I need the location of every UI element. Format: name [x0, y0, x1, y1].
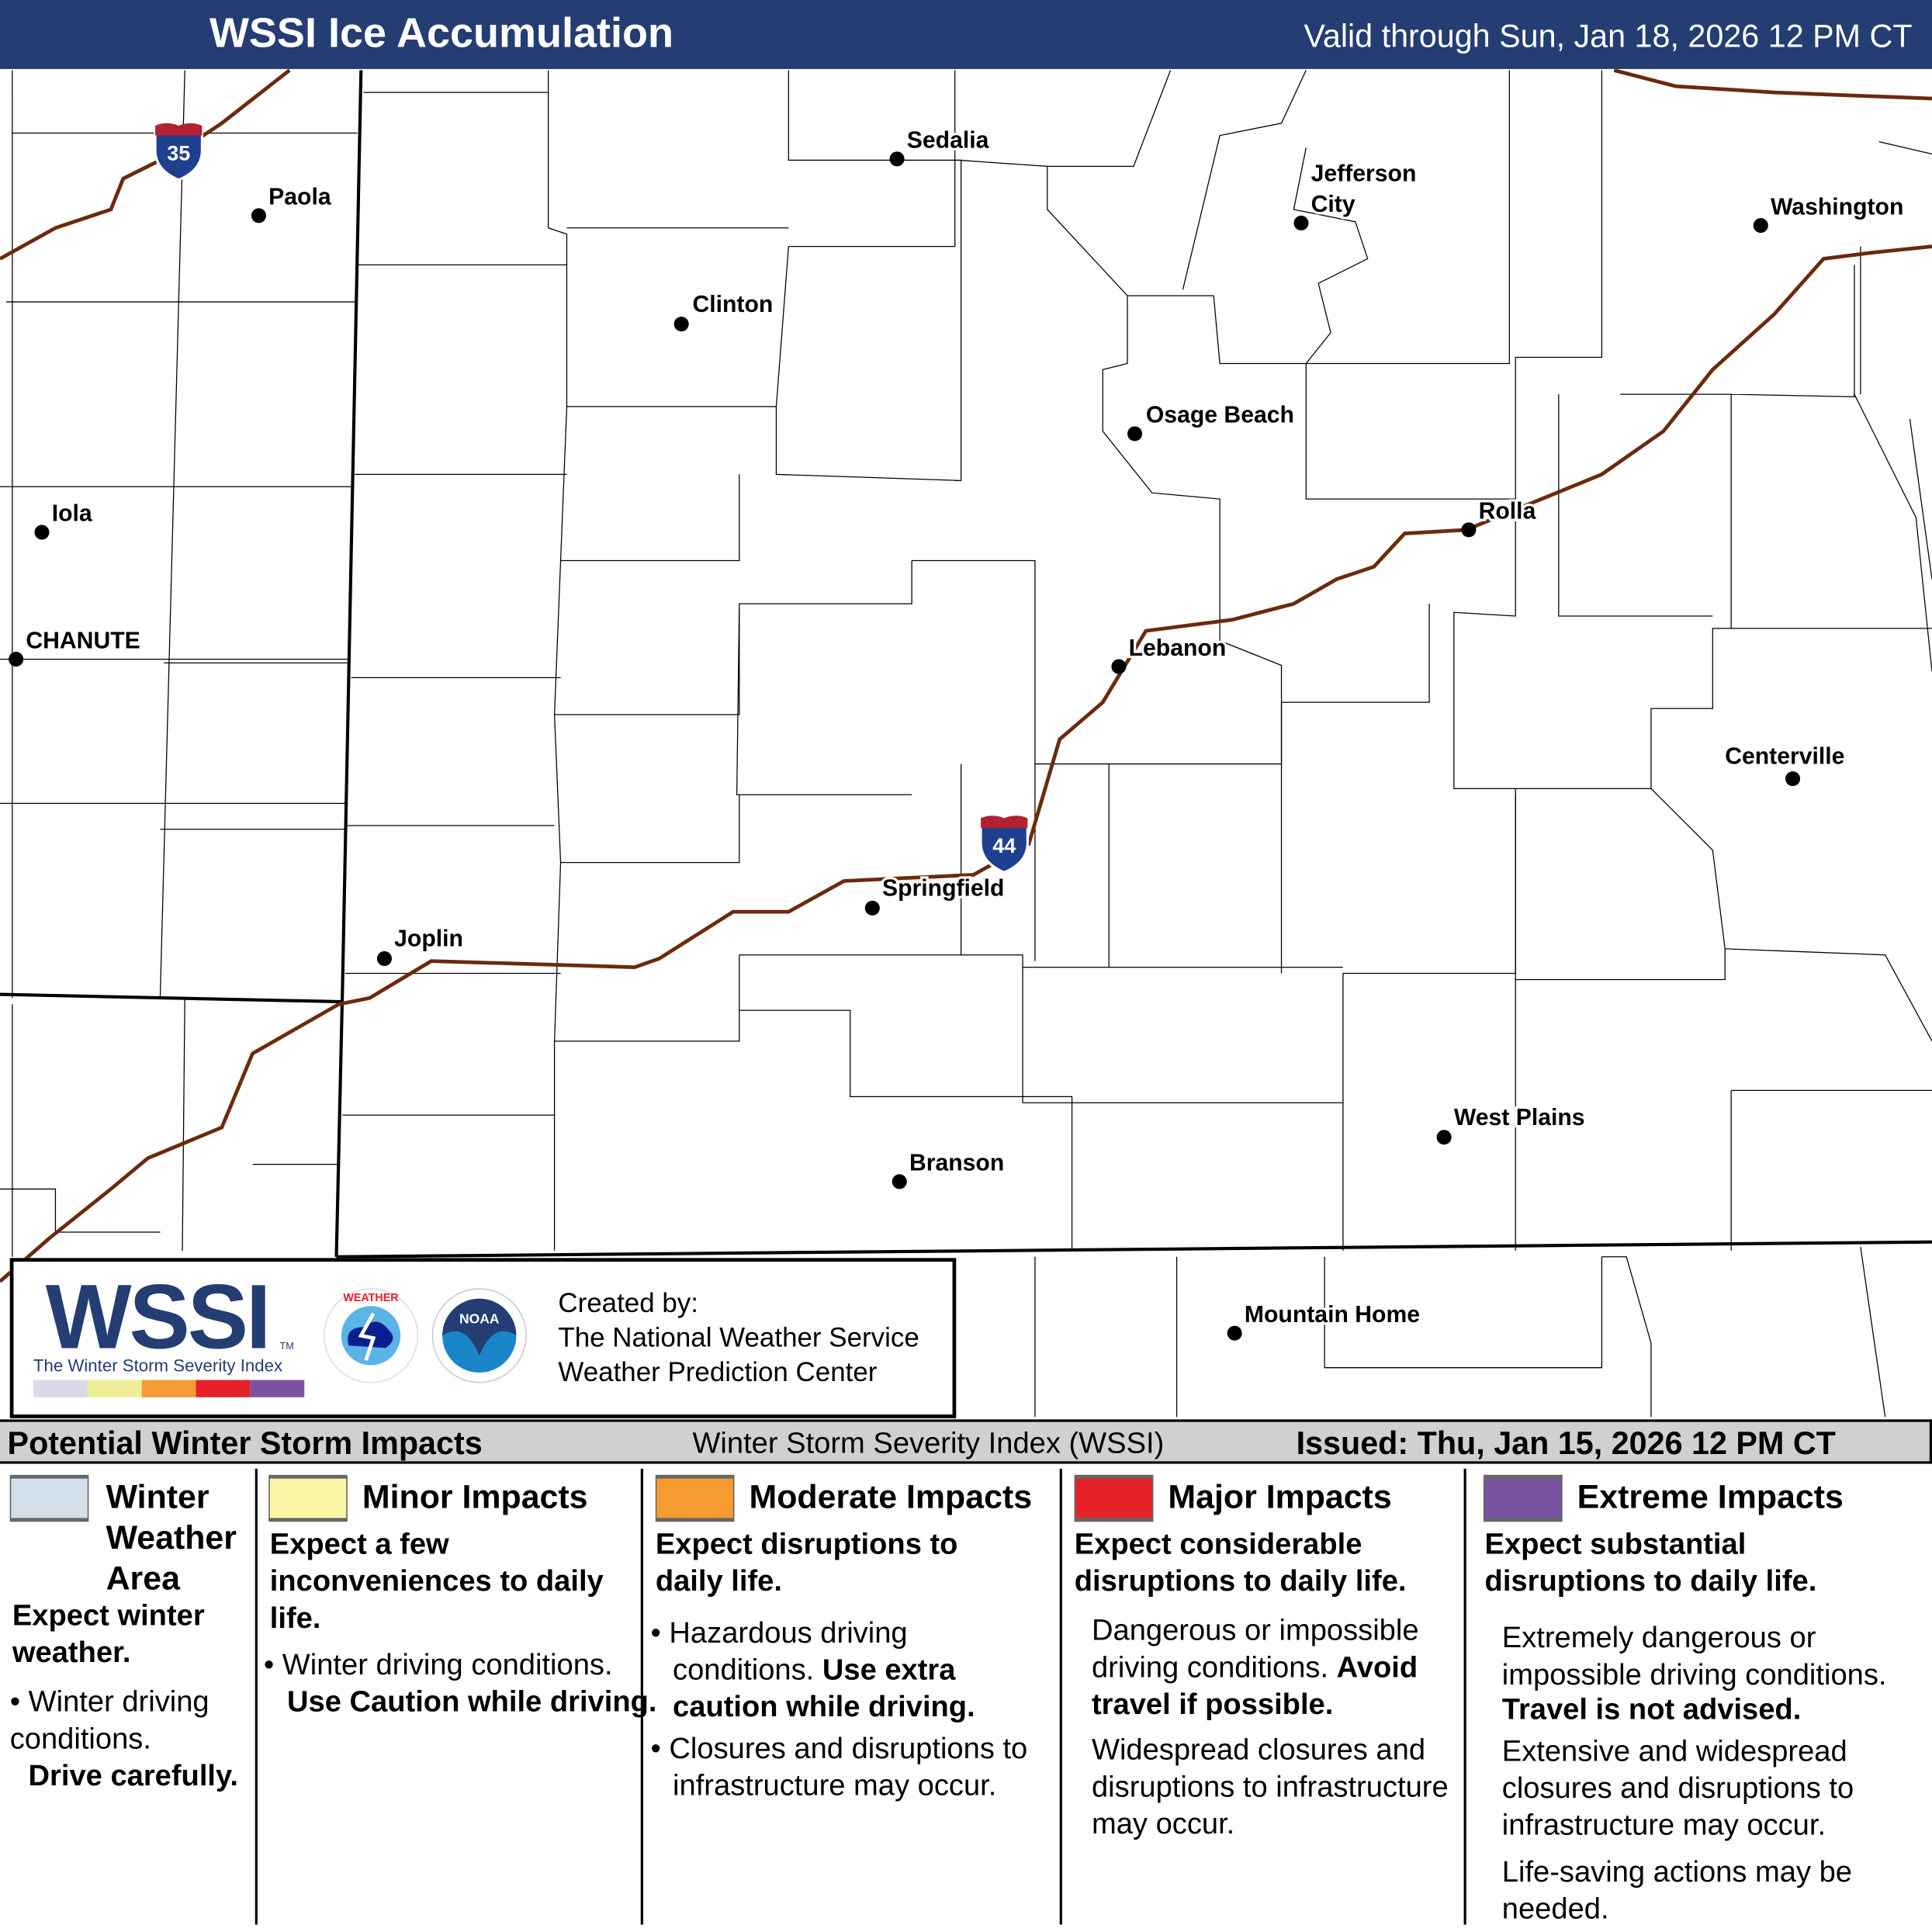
svg-text:WEATHER: WEATHER [343, 1292, 399, 1304]
city-label: Lebanon [1129, 635, 1227, 661]
city-label: Joplin [394, 926, 463, 952]
city-label: Springfield [882, 875, 1004, 901]
city-label: Rolla [1479, 499, 1536, 525]
interstate-route [1613, 68, 1932, 101]
svg-text:NOAA: NOAA [459, 1311, 500, 1327]
city-label: Clinton [692, 292, 773, 317]
city-label: Branson [909, 1151, 1004, 1176]
legend-major-impacts: Major Impacts Expect considerable disrup… [1065, 1463, 1461, 1925]
i44-route [0, 244, 1932, 1283]
city-label: Mountain Home [1245, 1302, 1420, 1328]
svg-text:44: 44 [992, 834, 1016, 857]
map: 35 44 Sedalia Paola Jefferson City Washin… [0, 68, 1932, 1418]
city-label: Osage Beach [1146, 403, 1294, 428]
city-label: Sedalia [907, 128, 989, 154]
interstate-35-shield: 35 [154, 123, 204, 182]
city-label: CHANUTE [26, 628, 140, 653]
i35-route [0, 68, 291, 261]
ks-ok-border [0, 992, 343, 1004]
city-label: West Plains [1454, 1105, 1585, 1130]
legend-moderate-impacts: Moderate Impacts Expect disruptions to d… [646, 1463, 1058, 1925]
valid-time: Valid through Sun, Jan 18, 2026 12 PM CT [1304, 17, 1913, 54]
wssi-subtitle: The Winter Storm Severity Index [33, 1355, 283, 1376]
header: WSSI Ice Accumulation Valid through Sun,… [0, 0, 1932, 69]
wssi-logo: WSSI [45, 1265, 272, 1368]
city-label: Centerville [1725, 744, 1844, 770]
legend-winter-weather-area: Winter Weather Area Expect winter weathe… [0, 1463, 254, 1925]
state-borders [0, 70, 1932, 1259]
city-label: Iola [52, 501, 92, 527]
impacts-header-band: Potential Winter Storm Impacts Winter St… [0, 1419, 1932, 1464]
legend-minor-impacts: Minor Impacts Expect a few inconvenience… [258, 1463, 656, 1925]
city-markers: Sedalia Paola Jefferson City Washington C… [9, 125, 1906, 1341]
svg-text:35: 35 [167, 141, 190, 164]
impacts-legend: Winter Weather Area Expect winter weathe… [0, 1463, 1932, 1932]
severity-scale-bar [33, 1380, 305, 1397]
interstate-routes [0, 68, 1932, 1283]
city-label: Jefferson [1311, 161, 1417, 186]
map-title: WSSI Ice Accumulation [209, 9, 673, 57]
credits-text: Created by: The National Weather Service W… [558, 1287, 919, 1388]
ks-mo-border [334, 70, 363, 1257]
city-label: City [1311, 192, 1356, 217]
city-label: Washington [1771, 194, 1903, 220]
interstate-44-shield: 44 [979, 815, 1029, 874]
legend-extreme-impacts: Extreme Impacts Expect substantial disru… [1473, 1463, 1930, 1926]
city-label: Paola [268, 185, 331, 210]
county-lines [0, 70, 1932, 1418]
nws-noaa-logos: WEATHER NOAA [323, 1288, 527, 1383]
mo-ar-border [336, 1240, 1932, 1259]
credits-box: WSSI TM The Winter Storm Severity Index … [9, 1258, 957, 1418]
